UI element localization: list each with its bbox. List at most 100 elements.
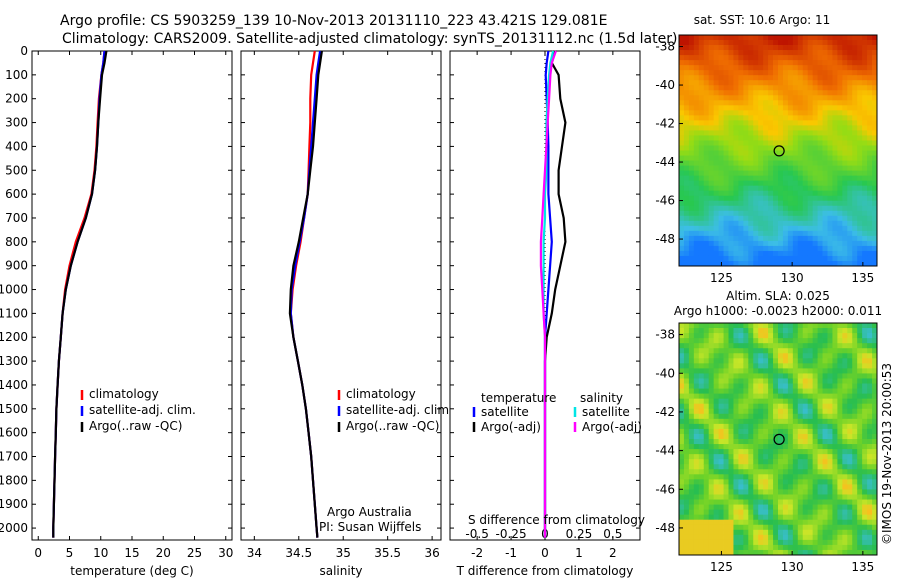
heatmap-cell (778, 524, 784, 531)
heatmap-cell (773, 75, 779, 81)
heatmap-cell (852, 338, 858, 344)
heatmap-cell (748, 75, 754, 81)
heatmap-cell (778, 383, 784, 389)
heatmap-cell (758, 105, 764, 111)
heatmap-cell (738, 353, 744, 359)
heatmap-cell (768, 80, 774, 86)
heatmap-cell (748, 235, 754, 242)
heatmap-cell (872, 250, 878, 257)
heatmap-cell (728, 549, 734, 556)
heatmap-cell (723, 45, 729, 51)
heatmap-cell (827, 130, 833, 136)
heatmap-cell (832, 544, 838, 551)
heatmap-cell (817, 479, 823, 485)
heatmap-cell (679, 348, 685, 354)
heatmap-cell (782, 494, 789, 500)
heatmap-cell (812, 549, 818, 556)
heatmap-cell (758, 95, 764, 101)
heatmap-cell (738, 388, 744, 395)
heatmap-cell (812, 428, 818, 435)
heatmap-cell (688, 464, 695, 470)
heatmap-cell (847, 378, 853, 384)
heatmap-cell (743, 484, 749, 490)
heatmap-cell (708, 205, 715, 212)
heatmap-cell (802, 378, 809, 384)
heatmap-cell (693, 398, 700, 405)
heatmap-cell (758, 115, 764, 121)
heatmap-cell (708, 444, 715, 450)
heatmap-cell (708, 240, 715, 247)
heatmap-cell (827, 70, 833, 76)
org-label: Argo Australia (327, 505, 412, 519)
heatmap-cell (693, 333, 700, 339)
heatmap-cell (842, 115, 848, 121)
heatmap-cell (688, 125, 695, 131)
heatmap-cell (718, 433, 724, 440)
heatmap-cell (698, 230, 705, 237)
heatmap-cell (733, 504, 739, 511)
heatmap-cell (837, 130, 843, 136)
heatmap-cell (867, 185, 873, 192)
heatmap-cell (812, 383, 818, 389)
heatmap-cell (753, 353, 759, 359)
heatmap-cell (867, 145, 873, 151)
heatmap-cell (683, 534, 690, 541)
heatmap-cell (703, 75, 710, 81)
heatmap-cell (743, 140, 749, 146)
heatmap-cell (723, 85, 729, 91)
heatmap-cell (812, 125, 818, 131)
heatmap-cell (832, 514, 838, 521)
heatmap-cell (822, 474, 828, 480)
heatmap-cell (792, 225, 799, 232)
heatmap-cell (778, 255, 784, 262)
heatmap-cell (758, 160, 764, 166)
heatmap-cell (758, 514, 764, 521)
heatmap-cell (703, 35, 710, 41)
heatmap-cell (847, 170, 853, 177)
heatmap-cell (733, 175, 739, 182)
heatmap-cell (862, 524, 868, 531)
heatmap-cell (862, 40, 868, 46)
heatmap-cell (837, 504, 843, 511)
heatmap-cell (862, 170, 868, 177)
heatmap-cell (679, 205, 685, 212)
heatmap-cell (698, 115, 705, 121)
heatmap-cell (703, 195, 710, 202)
heatmap-cell (827, 358, 833, 364)
heatmap-cell (807, 125, 814, 131)
heatmap-cell (698, 514, 705, 521)
heatmap-cell (733, 230, 739, 237)
heatmap-cell (688, 95, 695, 101)
heatmap-cell (683, 449, 690, 455)
heatmap-cell (733, 544, 739, 551)
heatmap-cell (773, 338, 779, 344)
heatmap-cell (763, 449, 769, 455)
heatmap-cell (708, 479, 715, 485)
heatmap-cell (847, 230, 853, 237)
heatmap-cell (688, 45, 695, 51)
heatmap-cell (773, 95, 779, 101)
heatmap-cell (703, 383, 710, 389)
heatmap-cell (822, 155, 828, 161)
heatmap-cell (842, 155, 848, 161)
heatmap-cell (797, 433, 804, 440)
heatmap-cell (723, 40, 729, 46)
heatmap-cell (763, 534, 769, 541)
heatmap-cell (718, 529, 724, 536)
heatmap-cell (807, 418, 814, 425)
heatmap-cell (713, 544, 719, 551)
heatmap-cell (723, 454, 729, 460)
heatmap-cell (748, 433, 754, 440)
heatmap-cell (797, 428, 804, 435)
heatmap-cell (857, 155, 863, 161)
heatmap-cell (693, 514, 700, 521)
heatmap-cell (713, 454, 719, 460)
x-tick-label: 30 (218, 546, 233, 560)
heatmap-cell (763, 160, 769, 166)
heatmap-cell (792, 509, 799, 516)
heatmap-cell (842, 145, 848, 151)
heatmap-cell (693, 504, 700, 511)
heatmap-cell (723, 110, 729, 116)
heatmap-cell (778, 125, 784, 131)
heatmap-cell (867, 403, 873, 410)
